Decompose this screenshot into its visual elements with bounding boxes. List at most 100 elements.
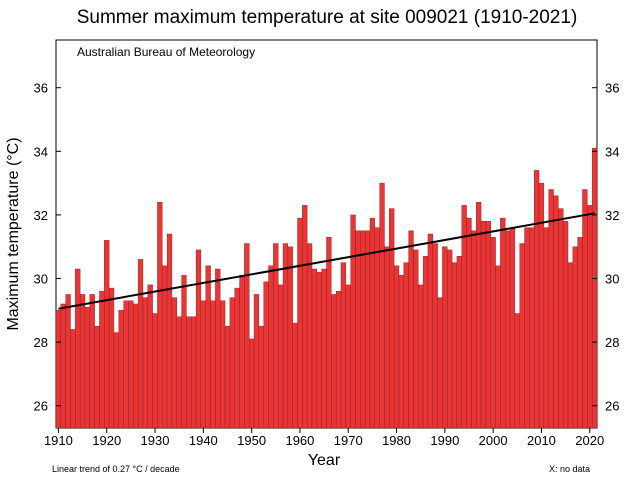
bar-1914 bbox=[75, 268, 81, 429]
bar-1951 bbox=[253, 294, 260, 429]
x-tick-label-1930: 1930 bbox=[141, 433, 170, 448]
bar-1969 bbox=[340, 262, 347, 429]
bar-1994 bbox=[461, 205, 467, 429]
bar-1985 bbox=[418, 284, 424, 429]
x-tick-label-1990: 1990 bbox=[430, 433, 459, 448]
bar-1960 bbox=[297, 217, 303, 429]
bar-1922 bbox=[113, 332, 119, 429]
bar-1949 bbox=[244, 243, 250, 429]
bar-1937 bbox=[186, 316, 192, 429]
bar-1948 bbox=[239, 275, 245, 429]
bar-1996 bbox=[471, 230, 477, 429]
bar-1983 bbox=[408, 230, 414, 429]
bar-1926 bbox=[133, 303, 139, 429]
bar-2010 bbox=[538, 182, 545, 429]
bar-1978 bbox=[384, 246, 390, 429]
bar-2003 bbox=[505, 230, 511, 429]
y-tick-label-left-26: 26 bbox=[34, 399, 48, 414]
bar-2007 bbox=[524, 227, 530, 429]
no-data-footnote: X: no data bbox=[549, 464, 590, 474]
bar-2014 bbox=[558, 208, 564, 429]
bar-2004 bbox=[509, 227, 516, 429]
x-tick-label-1980: 1980 bbox=[382, 433, 411, 448]
bar-1972 bbox=[355, 230, 361, 429]
y-tick-label-right-32: 32 bbox=[605, 208, 619, 223]
bar-2002 bbox=[500, 217, 506, 429]
x-tick-label-1920: 1920 bbox=[92, 433, 121, 448]
y-tick-label-left-36: 36 bbox=[34, 81, 48, 96]
bar-1931 bbox=[157, 201, 163, 429]
bar-1986 bbox=[422, 256, 429, 429]
bar-1943 bbox=[215, 268, 221, 429]
bar-1928 bbox=[142, 297, 148, 429]
bar-1933 bbox=[166, 233, 173, 429]
bar-1980 bbox=[393, 265, 400, 429]
bar-1924 bbox=[123, 300, 129, 429]
bar-1967 bbox=[331, 294, 337, 429]
bar-1952 bbox=[258, 326, 264, 429]
y-axis-ticks: 26 26 28 28 30 30 32 32 34 34 36 36 bbox=[34, 81, 620, 414]
bar-2012 bbox=[548, 189, 554, 429]
bar-1918 bbox=[94, 326, 100, 429]
y-axis-label: Maximum temperature (°C) bbox=[5, 137, 22, 330]
x-axis-label: Year bbox=[308, 452, 341, 469]
bar-1927 bbox=[137, 259, 144, 429]
bar-1953 bbox=[263, 281, 269, 429]
bar-1968 bbox=[335, 291, 342, 429]
x-tick-label-1970: 1970 bbox=[334, 433, 363, 448]
y-tick-label-left-34: 34 bbox=[34, 144, 48, 159]
bar-1992 bbox=[451, 262, 458, 429]
bar-1999 bbox=[485, 221, 491, 429]
bar-2019 bbox=[582, 189, 588, 429]
bar-2000 bbox=[490, 236, 496, 429]
x-axis-ticks: 1910 1920 1930 1940 1950 1960 1970 1980 1990 2000… bbox=[44, 428, 604, 448]
bar-1956 bbox=[278, 284, 284, 429]
bar-1946 bbox=[229, 297, 235, 429]
bar-1976 bbox=[374, 227, 380, 429]
bar-1941 bbox=[205, 265, 211, 429]
bar-1957 bbox=[282, 243, 289, 429]
bar-1971 bbox=[350, 214, 356, 429]
bar-2020 bbox=[587, 205, 593, 429]
bar-1942 bbox=[210, 300, 216, 429]
bar-2006 bbox=[519, 243, 525, 429]
bar-1936 bbox=[181, 275, 187, 429]
bar-1990 bbox=[442, 246, 448, 429]
x-tick-label-2000: 2000 bbox=[479, 433, 508, 448]
bar-1947 bbox=[234, 287, 240, 429]
bar-1930 bbox=[152, 313, 158, 429]
bar-1987 bbox=[427, 233, 433, 429]
bar-1938 bbox=[191, 316, 197, 429]
bar-1995 bbox=[466, 217, 472, 429]
bar-1939 bbox=[195, 249, 202, 429]
x-tick-label-1960: 1960 bbox=[285, 433, 314, 448]
bar-1925 bbox=[128, 300, 134, 429]
bar-1977 bbox=[379, 182, 385, 429]
x-tick-label-1950: 1950 bbox=[237, 433, 266, 448]
bar-2009 bbox=[534, 170, 540, 429]
bar-1954 bbox=[268, 265, 274, 429]
bar-2008 bbox=[529, 227, 535, 429]
bar-1935 bbox=[176, 316, 182, 429]
trend-footnote: Linear trend of 0.27 °C / decade bbox=[52, 464, 180, 474]
bar-1974 bbox=[364, 230, 371, 429]
bar-1988 bbox=[432, 243, 438, 429]
bar-1964 bbox=[316, 271, 322, 429]
x-tick-label-1940: 1940 bbox=[189, 433, 218, 448]
bar-1915 bbox=[79, 294, 86, 429]
bar-1950 bbox=[249, 338, 255, 429]
bar-2011 bbox=[543, 227, 549, 429]
bar-1961 bbox=[302, 205, 308, 429]
bar-1911 bbox=[60, 303, 66, 429]
bar-1966 bbox=[326, 236, 332, 429]
bar-1944 bbox=[220, 300, 226, 429]
bar-1959 bbox=[292, 322, 298, 429]
y-tick-label-right-36: 36 bbox=[605, 81, 619, 96]
bar-1923 bbox=[118, 310, 124, 429]
bar-2013 bbox=[553, 195, 559, 429]
y-tick-label-left-30: 30 bbox=[34, 272, 48, 287]
bar-1916 bbox=[84, 306, 91, 429]
chart-title: Summer maximum temperature at site 00902… bbox=[77, 7, 578, 28]
y-tick-label-right-30: 30 bbox=[605, 272, 619, 287]
